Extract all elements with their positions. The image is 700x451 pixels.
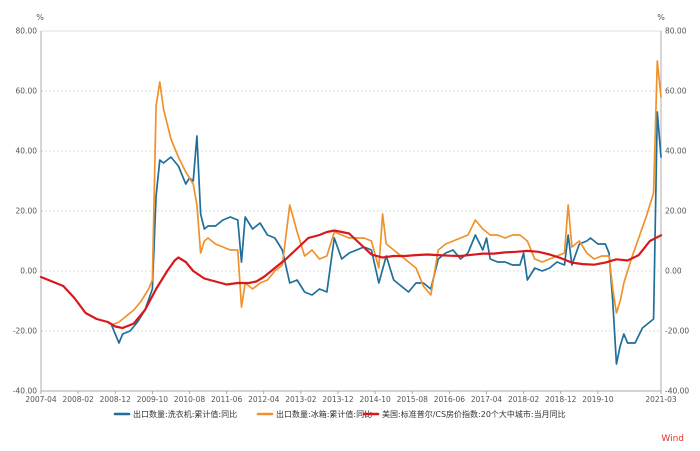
y-tick-label-left: -40.00 bbox=[13, 387, 37, 396]
y-tick-label-left: 60.00 bbox=[16, 87, 38, 96]
x-tick-label: 2012-04 bbox=[248, 395, 280, 404]
x-tick-label: 2018-02 bbox=[508, 395, 540, 404]
y-axis-right-ticks: 80.00 60.00 40.00 20.00 0.00 -20.00 -40.00 bbox=[665, 27, 689, 396]
y-tick-label-right: 60.00 bbox=[665, 87, 687, 96]
x-tick-label: 2007-04 bbox=[25, 395, 57, 404]
x-tick-label: 2017-04 bbox=[471, 395, 503, 404]
x-tick-label: 2021-03 bbox=[645, 395, 677, 404]
y-axis-right-unit: % bbox=[657, 13, 665, 22]
x-tick-label: 2010-08 bbox=[174, 395, 206, 404]
series-line-3 bbox=[39, 229, 663, 330]
legend-label-1: 出口数量:洗衣机:累计值:同比 bbox=[133, 409, 237, 419]
source-watermark: Wind bbox=[661, 434, 684, 444]
y-tick-label-left: -20.00 bbox=[13, 327, 37, 336]
legend: 出口数量:洗衣机:累计值:同比 出口数量:冰箱:累计值:同比 美国:标准普尔/CS房… bbox=[113, 409, 566, 419]
x-tick-label: 2018-12 bbox=[545, 395, 577, 404]
y-tick-label-right: 0.00 bbox=[665, 267, 682, 276]
x-tick-label: 2016-06 bbox=[434, 395, 466, 404]
x-tick-label: 2015-08 bbox=[397, 395, 429, 404]
y-tick-label-right: 40.00 bbox=[665, 147, 687, 156]
legend-label-2: 出口数量:冰箱:累计值:同比 bbox=[276, 409, 372, 419]
y-tick-label-left: 0.00 bbox=[20, 267, 37, 276]
x-axis-ticks: 2007-04 2008-02 2008-12 2009-10 2010-08 2011-… bbox=[25, 391, 677, 404]
y-tick-label-left: 40.00 bbox=[16, 147, 38, 156]
x-tick-label: 2008-02 bbox=[62, 395, 94, 404]
x-tick-label: 2011-06 bbox=[211, 395, 243, 404]
x-tick-label: 2009-10 bbox=[137, 395, 169, 404]
x-tick-label: 2013-12 bbox=[322, 395, 354, 404]
plot-area bbox=[39, 60, 663, 365]
y-tick-label-right: -20.00 bbox=[665, 327, 689, 336]
y-tick-label-right: 80.00 bbox=[665, 27, 687, 36]
y-tick-label-right: 20.00 bbox=[665, 207, 687, 216]
series-line-1 bbox=[110, 111, 662, 365]
x-tick-label: 2008-12 bbox=[100, 395, 132, 404]
y-tick-label-left: 80.00 bbox=[16, 27, 38, 36]
series-line-2 bbox=[110, 60, 662, 326]
y-axis-left-unit: % bbox=[36, 13, 44, 22]
legend-label-3: 美国:标准普尔/CS房价指数:20个大中城市:当月同比 bbox=[382, 409, 566, 419]
x-tick-label: 2019-10 bbox=[582, 395, 614, 404]
y-tick-label-right: -40.00 bbox=[665, 387, 689, 396]
y-tick-label-left: 20.00 bbox=[16, 207, 38, 216]
x-tick-label: 2014-10 bbox=[359, 395, 391, 404]
y-axis-left-ticks: 80.00 60.00 40.00 20.00 0.00 -20.00 -40.00 bbox=[13, 27, 37, 396]
x-tick-label: 2013-02 bbox=[285, 395, 317, 404]
